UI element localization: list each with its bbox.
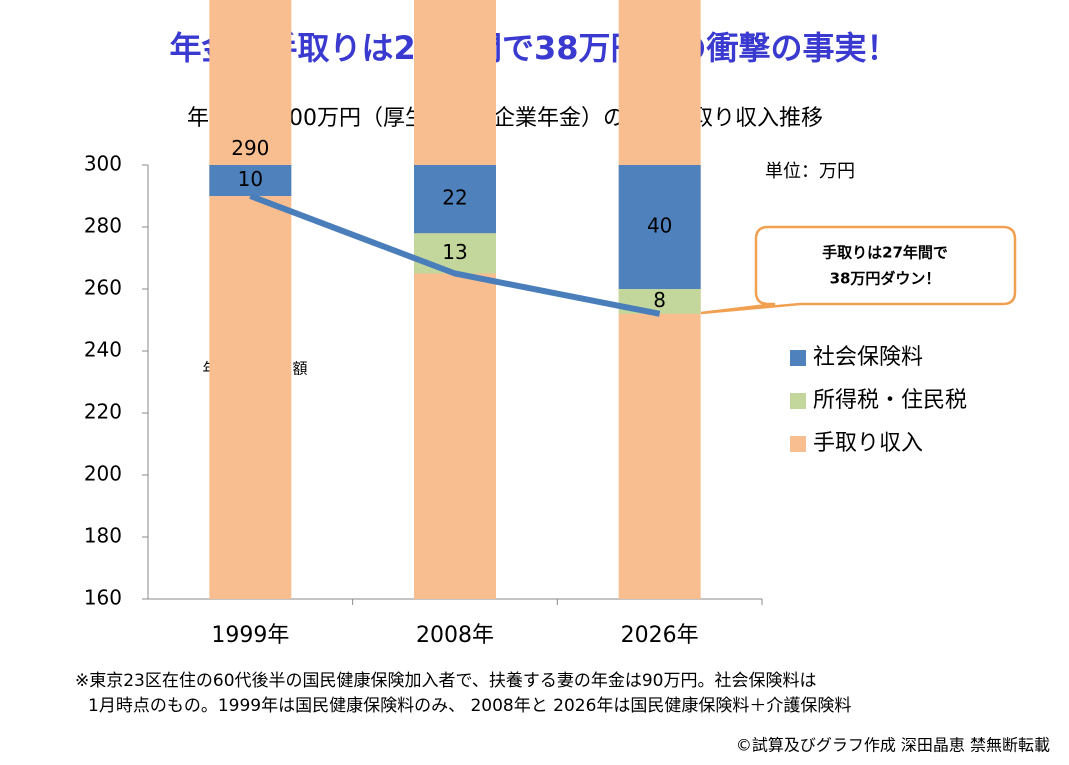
legend-swatch: [790, 436, 806, 452]
y-tick-label: 240: [84, 338, 122, 362]
legend-label: 手取り収入: [813, 431, 923, 456]
data-label: 290: [231, 136, 269, 160]
bar-segment: [414, 165, 496, 234]
y-tick-label: 260: [84, 276, 122, 300]
y-tick-label: 300: [84, 152, 122, 176]
y-tick-label: 280: [84, 214, 122, 238]
legend-label: 社会保険料: [813, 345, 923, 370]
x-tick-label: 2008年: [416, 623, 494, 648]
x-tick-label: 1999年: [211, 623, 289, 648]
bar-segment: [414, 233, 496, 274]
credit: ©試算及びグラフ作成 深田晶恵 禁無断転載: [736, 736, 1050, 755]
trend-line: [249, 193, 661, 317]
legend-label: 所得税・住民税: [813, 388, 967, 413]
y-tick-label: 220: [84, 400, 122, 424]
bar-segment: [618, 165, 701, 289]
data-label: 10: [238, 167, 263, 191]
data-label: 22: [442, 186, 467, 210]
footnote: 1月時点のもの。1999年は国民健康保険料のみ、 2008年と 2026年は国民…: [88, 696, 851, 716]
x-tick-label: 2026年: [621, 623, 699, 648]
y-tick-label: 180: [84, 524, 122, 548]
y-tick-label: 200: [84, 462, 122, 486]
data-label: 8: [653, 288, 666, 312]
unit-label: 単位：万円: [765, 161, 855, 182]
callout-box: [700, 225, 1017, 315]
callout-text: 手取りは27年間で: [822, 244, 948, 262]
bar-segment: [209, 0, 292, 599]
bar-segment: [209, 165, 292, 196]
data-label: 13: [442, 240, 467, 264]
bar-segment: [414, 0, 496, 599]
data-label: 40: [647, 214, 672, 238]
chart-subtitle: 年金収入300万円（厚生年金＋企業年金）の人の手取り収入推移: [187, 106, 823, 131]
legend-swatch: [790, 393, 806, 409]
footnote: ※東京23区在住の60代後半の国民健康保険加入者で、扶養する妻の年金は90万円。…: [75, 671, 816, 691]
legend-swatch: [790, 350, 806, 366]
y-tick-label: 160: [84, 586, 122, 610]
callout-text: 38万円ダウン！: [830, 270, 941, 288]
